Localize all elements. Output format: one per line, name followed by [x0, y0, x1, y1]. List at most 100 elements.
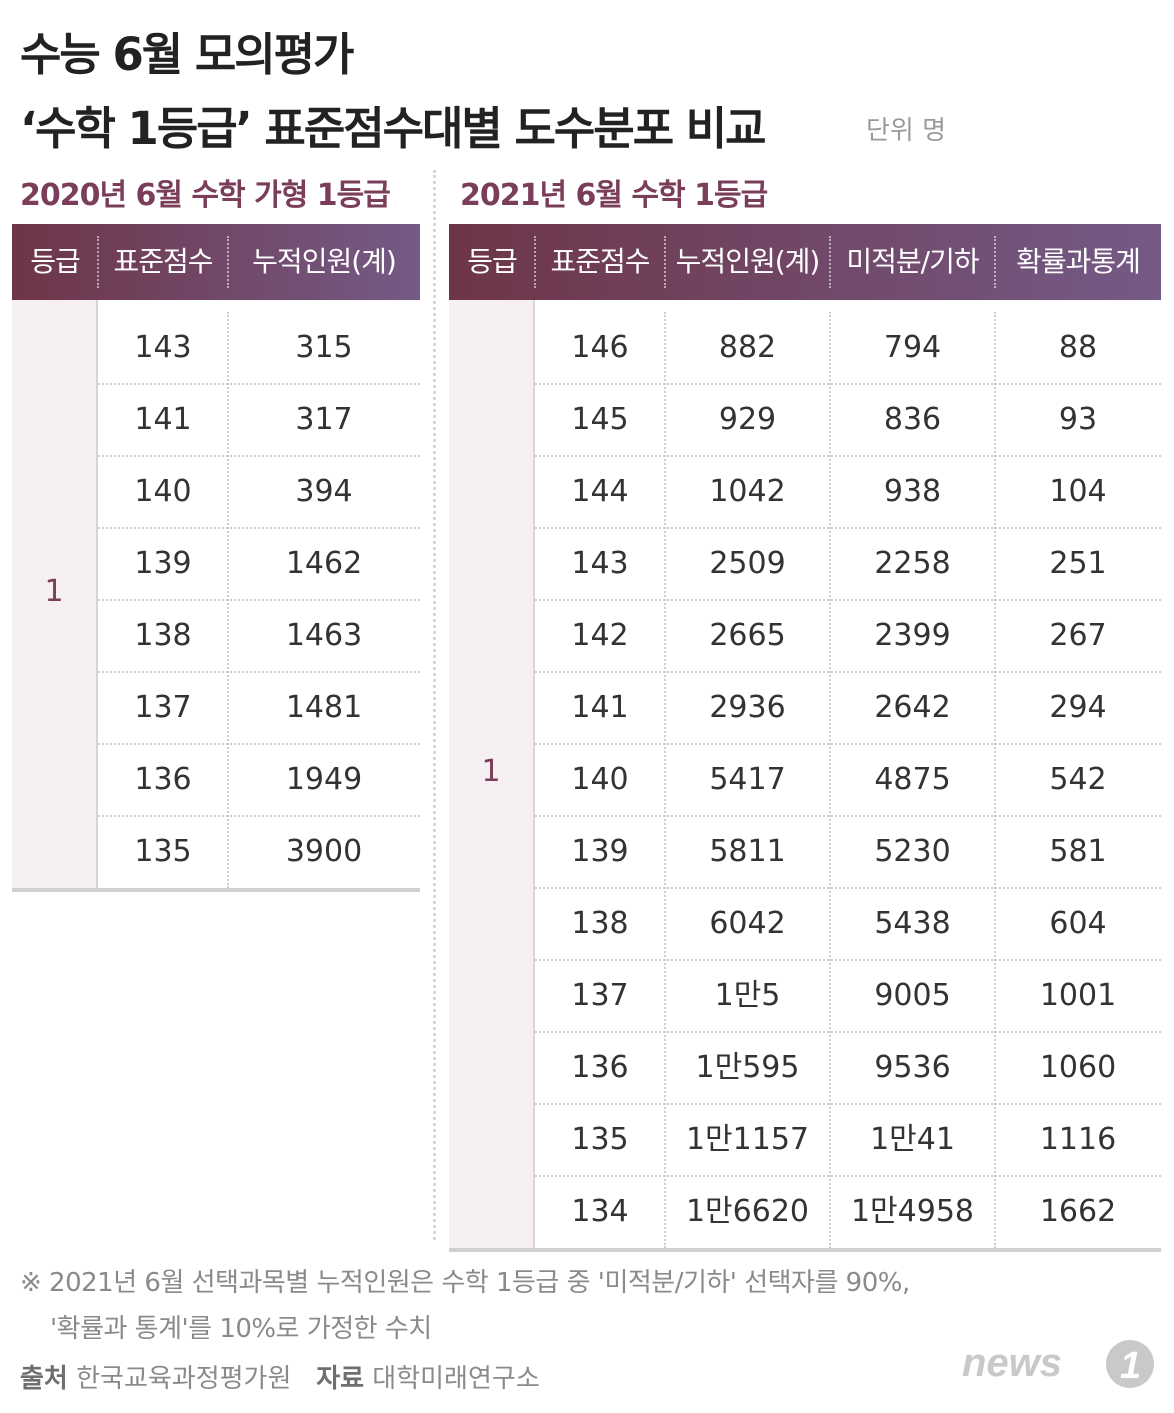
news1-logo-circle: [1106, 1340, 1154, 1388]
left-cell: 135: [134, 834, 192, 869]
right-row-separator: [535, 455, 1161, 457]
right-header-separator: [829, 236, 831, 288]
left-header-cell: 등급: [30, 245, 81, 278]
left-cell: 1463: [285, 618, 363, 653]
left-row-separator: [98, 383, 420, 385]
right-cell: 1001: [1039, 978, 1117, 1013]
left-bottom-line: [12, 888, 420, 892]
left-table-row: 139 1462: [98, 528, 420, 600]
right-row-separator: [535, 959, 1161, 961]
left-row-separator: [98, 815, 420, 817]
left-table-row: 141 317: [98, 384, 420, 456]
right-cell: 136: [571, 1050, 629, 1085]
left-row-separator: [98, 671, 420, 673]
right-column-separator: [994, 312, 996, 1248]
news1-logo-wordmark: news: [962, 1341, 1062, 1385]
title-line1: 수능 6월 모의평가: [20, 28, 354, 81]
right-cell: 2258: [874, 546, 951, 581]
footnote-line2: '확률과 통계'를 10%로 가정한 수치: [50, 1314, 432, 1344]
left-row-separator: [98, 743, 420, 745]
right-cell: 882: [718, 330, 777, 365]
right-cell: 139: [571, 834, 629, 869]
right-cell: 138: [571, 906, 629, 941]
left-grade-value: 1: [44, 574, 64, 609]
left-header-cell: 표준점수: [113, 245, 213, 278]
right-cell: 1만5: [714, 978, 781, 1013]
right-row-separator: [535, 383, 1161, 385]
right-header-cell: 표준점수: [550, 245, 650, 278]
right-cell: 6042: [709, 906, 786, 941]
right-cell: 251: [1049, 546, 1107, 581]
right-table-row: 146 882 794 88: [535, 312, 1161, 384]
right-cell: 581: [1049, 834, 1107, 869]
right-cell: 2399: [874, 618, 951, 653]
right-cell: 1만595: [695, 1050, 800, 1085]
source-label: 출처: [20, 1364, 68, 1394]
right-table-row: 136 1만595 9536 1060: [535, 1032, 1161, 1104]
right-table-row: 141 2936 2642 294: [535, 672, 1161, 744]
left-cell: 1481: [285, 690, 363, 725]
right-cell: 145: [571, 402, 629, 437]
right-cell: 836: [883, 402, 942, 437]
left-table-row: 135 3900: [98, 816, 420, 888]
right-cell: 93: [1058, 402, 1098, 437]
right-column-separator: [829, 312, 831, 1248]
right-cell: 794: [883, 330, 942, 365]
right-table-row: 137 1만5 9005 1001: [535, 960, 1161, 1032]
right-cell: 1116: [1039, 1122, 1117, 1157]
footnote-line1: ※ 2021년 6월 선택과목별 누적인원은 수학 1등급 중 '미적분/기하'…: [20, 1268, 910, 1298]
left-header-separator: [227, 236, 229, 288]
data-label: 자료: [316, 1364, 365, 1394]
left-cell: 3900: [285, 834, 363, 869]
right-cell: 137: [571, 978, 629, 1013]
left-row-separator: [98, 599, 420, 601]
right-row-separator: [535, 1103, 1161, 1105]
right-header-separator: [664, 236, 666, 288]
right-cell: 929: [718, 402, 777, 437]
right-cell: 9005: [874, 978, 951, 1013]
right-table-row: 143 2509 2258 251: [535, 528, 1161, 600]
section-divider: [433, 170, 436, 1240]
right-cell: 5811: [709, 834, 786, 869]
source-line: 출처 한국교육과정평가원 자료 대학미래연구소: [20, 1358, 540, 1395]
right-cell: 1만41: [870, 1122, 955, 1157]
right-cell: 88: [1058, 330, 1098, 365]
left-table-row: 140 394: [98, 456, 420, 528]
left-cell: 138: [134, 618, 192, 653]
right-cell: 9536: [874, 1050, 951, 1085]
right-cell: 141: [571, 690, 629, 725]
right-cell: 146: [571, 330, 629, 365]
right-row-separator: [535, 599, 1161, 601]
source-value: 한국교육과정평가원: [76, 1364, 292, 1394]
right-header-cell: 미적분/기하: [846, 245, 979, 278]
left-section-title: 2020년 6월 수학 가형 1등급: [20, 178, 391, 213]
right-row-separator: [535, 743, 1161, 745]
news1-logo-numeral: 1: [1120, 1345, 1141, 1387]
right-row-separator: [535, 887, 1161, 889]
data-value: 대학미래연구소: [372, 1364, 540, 1394]
right-cell: 1만6620: [685, 1194, 810, 1229]
right-cell: 267: [1049, 618, 1107, 653]
right-cell: 5438: [874, 906, 951, 941]
right-cell: 135: [571, 1122, 629, 1157]
right-cell: 1만4958: [850, 1194, 975, 1229]
left-cell: 136: [134, 762, 192, 797]
right-cell: 142: [571, 618, 629, 653]
right-column-separator: [664, 312, 666, 1248]
left-row-separator: [98, 455, 420, 457]
right-header-cell: 누적인원(계): [675, 245, 821, 278]
right-cell: 604: [1049, 906, 1107, 941]
right-cell: 294: [1049, 690, 1107, 725]
right-row-separator: [535, 815, 1161, 817]
right-cell: 2936: [709, 690, 786, 725]
left-table-row: 138 1463: [98, 600, 420, 672]
news1-logo: news 1: [962, 1340, 1154, 1388]
right-cell: 2665: [709, 618, 786, 653]
left-header-row: 등급 표준점수 누적인원(계): [12, 224, 420, 300]
right-cell: 938: [883, 474, 942, 509]
right-table-row: 144 1042 938 104: [535, 456, 1161, 528]
left-cell: 137: [134, 690, 192, 725]
right-cell: 134: [571, 1194, 629, 1229]
right-cell: 144: [571, 474, 629, 509]
right-cell: 5417: [709, 762, 786, 797]
